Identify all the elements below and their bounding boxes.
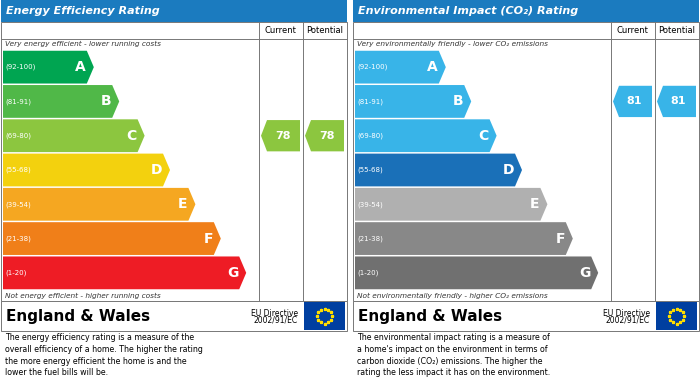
Text: 78: 78: [274, 131, 290, 141]
Text: 78: 78: [318, 131, 335, 141]
Text: G: G: [579, 266, 590, 280]
Text: C: C: [478, 129, 489, 143]
Text: The environmental impact rating is a measure of
a home's impact on the environme: The environmental impact rating is a mea…: [357, 333, 550, 377]
Polygon shape: [355, 222, 573, 255]
Bar: [353, 301, 699, 331]
Text: B: B: [101, 95, 111, 108]
Text: F: F: [555, 231, 565, 246]
Polygon shape: [3, 256, 246, 289]
Text: Potential: Potential: [306, 26, 343, 35]
Polygon shape: [355, 85, 471, 118]
Text: D: D: [503, 163, 514, 177]
Text: (21-38): (21-38): [5, 235, 31, 242]
Polygon shape: [3, 51, 94, 84]
Text: C: C: [127, 129, 136, 143]
Polygon shape: [3, 119, 145, 152]
Bar: [656, 302, 697, 330]
Text: 81: 81: [671, 97, 686, 106]
Polygon shape: [355, 154, 522, 187]
Text: 2002/91/EC: 2002/91/EC: [254, 316, 298, 325]
Text: (39-54): (39-54): [357, 201, 383, 208]
Polygon shape: [3, 85, 119, 118]
Polygon shape: [3, 188, 195, 221]
Polygon shape: [3, 154, 170, 187]
Text: England & Wales: England & Wales: [358, 308, 502, 323]
Bar: [1, 301, 347, 331]
Text: (81-91): (81-91): [357, 98, 383, 105]
Polygon shape: [261, 120, 300, 151]
Text: (1-20): (1-20): [357, 270, 379, 276]
Text: EU Directive: EU Directive: [603, 308, 650, 317]
Text: 2002/91/EC: 2002/91/EC: [606, 316, 650, 325]
Polygon shape: [305, 120, 344, 151]
Text: Not energy efficient - higher running costs: Not energy efficient - higher running co…: [5, 293, 161, 299]
Text: (55-68): (55-68): [5, 167, 31, 173]
Text: A: A: [427, 60, 438, 74]
Text: EU Directive: EU Directive: [251, 308, 298, 317]
Text: (69-80): (69-80): [357, 133, 383, 139]
Text: Current: Current: [617, 26, 648, 35]
Polygon shape: [355, 256, 598, 289]
Bar: [353, 0, 699, 22]
Polygon shape: [355, 188, 547, 221]
Polygon shape: [657, 86, 696, 117]
Text: (69-80): (69-80): [5, 133, 31, 139]
Text: (92-100): (92-100): [5, 64, 36, 70]
Polygon shape: [355, 51, 446, 84]
Bar: [1, 22, 347, 301]
Text: (55-68): (55-68): [357, 167, 383, 173]
Text: (81-91): (81-91): [5, 98, 31, 105]
Text: Very environmentally friendly - lower CO₂ emissions: Very environmentally friendly - lower CO…: [357, 41, 548, 47]
Bar: [353, 22, 699, 301]
Text: Energy Efficiency Rating: Energy Efficiency Rating: [6, 6, 160, 16]
Bar: [304, 302, 345, 330]
Text: Very energy efficient - lower running costs: Very energy efficient - lower running co…: [5, 41, 161, 47]
Text: England & Wales: England & Wales: [6, 308, 150, 323]
Text: A: A: [75, 60, 86, 74]
Text: (21-38): (21-38): [357, 235, 383, 242]
Text: Not environmentally friendly - higher CO₂ emissions: Not environmentally friendly - higher CO…: [357, 293, 547, 299]
Text: (92-100): (92-100): [357, 64, 387, 70]
Polygon shape: [355, 119, 496, 152]
Text: Environmental Impact (CO₂) Rating: Environmental Impact (CO₂) Rating: [358, 6, 578, 16]
Text: B: B: [453, 95, 463, 108]
Text: D: D: [150, 163, 162, 177]
Text: G: G: [227, 266, 238, 280]
Text: Current: Current: [265, 26, 296, 35]
Text: (1-20): (1-20): [5, 270, 27, 276]
Text: F: F: [203, 231, 213, 246]
Text: E: E: [530, 197, 540, 211]
Text: 81: 81: [626, 97, 643, 106]
Polygon shape: [613, 86, 652, 117]
Text: The energy efficiency rating is a measure of the
overall efficiency of a home. T: The energy efficiency rating is a measur…: [5, 333, 203, 377]
Text: (39-54): (39-54): [5, 201, 31, 208]
Bar: [1, 0, 347, 22]
Text: Potential: Potential: [658, 26, 695, 35]
Circle shape: [666, 305, 687, 327]
Polygon shape: [3, 222, 220, 255]
Text: E: E: [178, 197, 188, 211]
Circle shape: [314, 305, 335, 327]
